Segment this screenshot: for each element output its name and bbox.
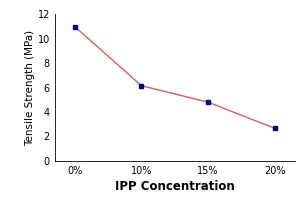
Y-axis label: Tensile Strength (MPa): Tensile Strength (MPa) <box>25 29 35 146</box>
X-axis label: IPP Concentration: IPP Concentration <box>115 180 235 193</box>
